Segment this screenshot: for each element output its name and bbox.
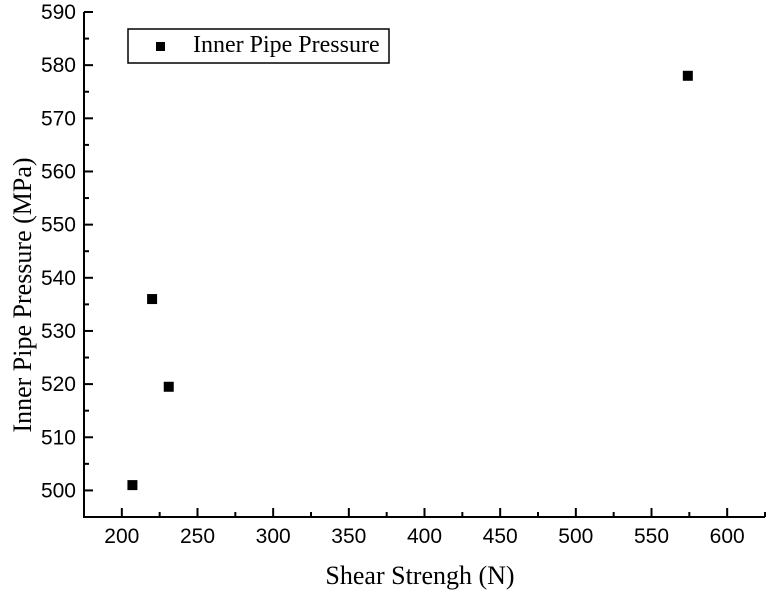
legend: Inner Pipe Pressure [127, 28, 390, 64]
y-tick-label: 590 [41, 1, 76, 24]
x-axis-title: Shear Strengh (N) [325, 561, 514, 590]
x-tick-label: 400 [407, 525, 442, 548]
data-point-square [147, 294, 158, 305]
data-point-square [127, 480, 138, 491]
legend-square-marker-icon [156, 42, 165, 51]
y-axis-title: Inner Pipe Pressure (MPa) [8, 157, 37, 432]
y-tick-label: 540 [41, 267, 76, 290]
legend-label: Inner Pipe Pressure [193, 32, 380, 58]
y-tick-label: 500 [41, 479, 76, 502]
data-points-layer [127, 70, 693, 491]
y-tick-label: 550 [41, 214, 76, 237]
legend-box [127, 28, 390, 64]
y-tick-label: 530 [41, 320, 76, 343]
y-tick-label: 570 [41, 107, 76, 130]
x-tick-label: 550 [634, 525, 669, 548]
y-tick-label: 560 [41, 160, 76, 183]
x-tick-label: 200 [104, 525, 139, 548]
x-tick-label: 500 [558, 525, 593, 548]
x-tick-label: 450 [483, 525, 518, 548]
x-tick-label: 350 [331, 525, 366, 548]
y-tick-label: 510 [41, 426, 76, 449]
axis-ticks-layer: 200 250 300 350 400 450 500 550 600 500 510 520 530 5… [41, 1, 766, 548]
x-tick-label: 600 [710, 525, 745, 548]
x-tick-label: 300 [256, 525, 291, 548]
y-tick-label: 520 [41, 373, 76, 396]
axes-layer [83, 12, 765, 518]
y-tick-label: 580 [41, 54, 76, 77]
x-tick-label: 250 [180, 525, 215, 548]
data-point-square [682, 70, 693, 81]
data-point-square [163, 381, 174, 392]
